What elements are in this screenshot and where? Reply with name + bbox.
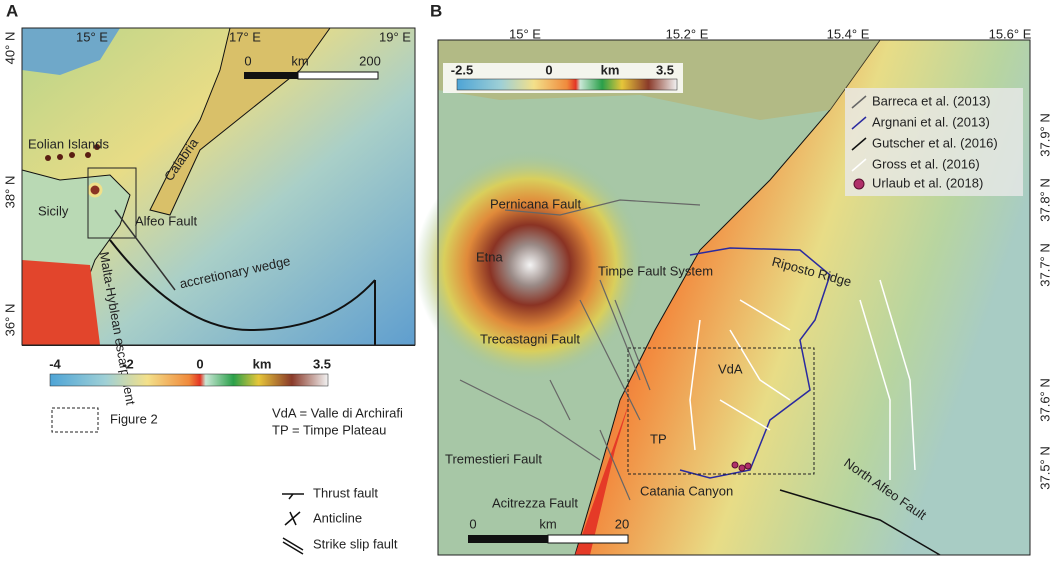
place-label: Catania Canyon bbox=[640, 483, 733, 498]
legend-swatch bbox=[851, 158, 867, 172]
legend-text: Gross et al. (2016) bbox=[872, 156, 980, 171]
legend-box bbox=[845, 88, 1023, 196]
place-label: Pernicana Fault bbox=[490, 196, 581, 211]
lon-label: 15.4° E bbox=[827, 26, 870, 41]
lon-label: 17° E bbox=[229, 29, 261, 44]
frame bbox=[437, 39, 1031, 556]
gross-faults bbox=[689, 279, 916, 480]
place-label: VdA bbox=[718, 361, 743, 376]
etna-a bbox=[87, 182, 103, 198]
alfeo-fault bbox=[114, 209, 176, 291]
place-label: Trecastagni Fault bbox=[480, 331, 580, 346]
thrust-front bbox=[109, 239, 376, 332]
lat-label: 37.9° N bbox=[1037, 113, 1052, 157]
legend-text: Anticline bbox=[313, 510, 362, 525]
lat-label: 40° N bbox=[2, 32, 17, 65]
panel-label: A bbox=[6, 1, 18, 20]
panel-label: B bbox=[430, 1, 442, 20]
lon-label: 15.2° E bbox=[666, 26, 709, 41]
lat-label: 37.5° N bbox=[1037, 446, 1052, 490]
legend-swatch bbox=[851, 95, 867, 109]
lon-label: 15° E bbox=[76, 29, 108, 44]
scale-bar-b bbox=[547, 534, 629, 544]
etna-b bbox=[415, 150, 645, 380]
legend-box bbox=[51, 407, 99, 433]
scale-text: 200 bbox=[359, 53, 381, 68]
scale-bar-a bbox=[297, 71, 379, 80]
catania-shelf bbox=[575, 400, 630, 555]
abbreviation: TP = Timpe Plateau bbox=[272, 422, 386, 437]
colorbar bbox=[49, 373, 329, 387]
scale-bar-b bbox=[468, 535, 548, 543]
colorbar-tick: 3.5 bbox=[656, 62, 674, 77]
lat-label: 38° N bbox=[2, 176, 17, 209]
scale-text: km bbox=[291, 53, 308, 68]
legend-text: Urlaub et al. (2018) bbox=[872, 175, 983, 190]
anticline-symbol bbox=[284, 511, 301, 526]
legend-swatch bbox=[851, 137, 867, 151]
scale-text: 20 bbox=[615, 516, 629, 531]
place-label: Eolian Islands bbox=[28, 136, 109, 151]
tyrrhenian-deep bbox=[22, 28, 120, 75]
place-label: Etna bbox=[476, 249, 504, 264]
place-label: Acitrezza Fault bbox=[492, 495, 578, 510]
lat-label: 37.7° N bbox=[1037, 243, 1052, 287]
place-label: Alfeo Fault bbox=[135, 213, 198, 228]
abbreviation: VdA = Valle di Archirafi bbox=[272, 405, 403, 420]
legend-text: Gutscher et al. (2016) bbox=[872, 135, 998, 150]
barreca-faults bbox=[459, 199, 701, 501]
thrust-symbol bbox=[282, 493, 304, 500]
scale-text: 0 bbox=[469, 516, 476, 531]
legend-swatch bbox=[851, 116, 867, 130]
strike-slip-symbol bbox=[282, 537, 304, 555]
place-label: Timpe Fault System bbox=[598, 263, 713, 278]
colorbar-tick: 0 bbox=[196, 356, 203, 371]
colorbar-unit: km bbox=[601, 62, 620, 77]
legend-text: Barreca et al. (2013) bbox=[872, 93, 991, 108]
place-label: TP bbox=[650, 431, 667, 446]
legend-text: Figure 2 bbox=[110, 411, 158, 426]
colorbar-tick: -4 bbox=[49, 356, 61, 371]
eolian-islands bbox=[45, 144, 100, 161]
lon-label: 19° E bbox=[379, 29, 411, 44]
colorbar-tick: -2 bbox=[122, 356, 134, 371]
scale-text: 0 bbox=[244, 53, 251, 68]
scale-text: km bbox=[539, 516, 556, 531]
legend-text: Strike slip fault bbox=[313, 536, 398, 551]
lat-label: 37.6° N bbox=[1037, 378, 1052, 422]
lat-label: 37.8° N bbox=[1037, 178, 1052, 222]
place-label: Sicily bbox=[38, 203, 69, 218]
malta-platform bbox=[22, 260, 100, 345]
colorbar-tick: 0 bbox=[545, 62, 552, 77]
legend-text: Thrust fault bbox=[313, 485, 378, 500]
colorbar-tick: 3.5 bbox=[313, 356, 331, 371]
colorbar-unit: km bbox=[253, 356, 272, 371]
argnani-thrust bbox=[679, 247, 831, 479]
legend-swatch bbox=[853, 178, 865, 190]
lat-label: 36° N bbox=[2, 304, 17, 337]
lon-label: 15.6° E bbox=[989, 26, 1032, 41]
frame bbox=[21, 27, 416, 346]
scale-bar-a bbox=[244, 72, 298, 79]
legend-text: Argnani et al. (2013) bbox=[872, 114, 990, 129]
colorbar-tick: -2.5 bbox=[451, 62, 473, 77]
figure-b-extent bbox=[87, 167, 137, 239]
lon-label: 15° E bbox=[509, 26, 541, 41]
gutscher-fault bbox=[779, 489, 941, 556]
place-label: Tremestieri Fault bbox=[445, 451, 542, 466]
figure-2-extent bbox=[627, 347, 815, 475]
urlaub-sites bbox=[731, 461, 752, 472]
colorbar bbox=[456, 78, 678, 91]
